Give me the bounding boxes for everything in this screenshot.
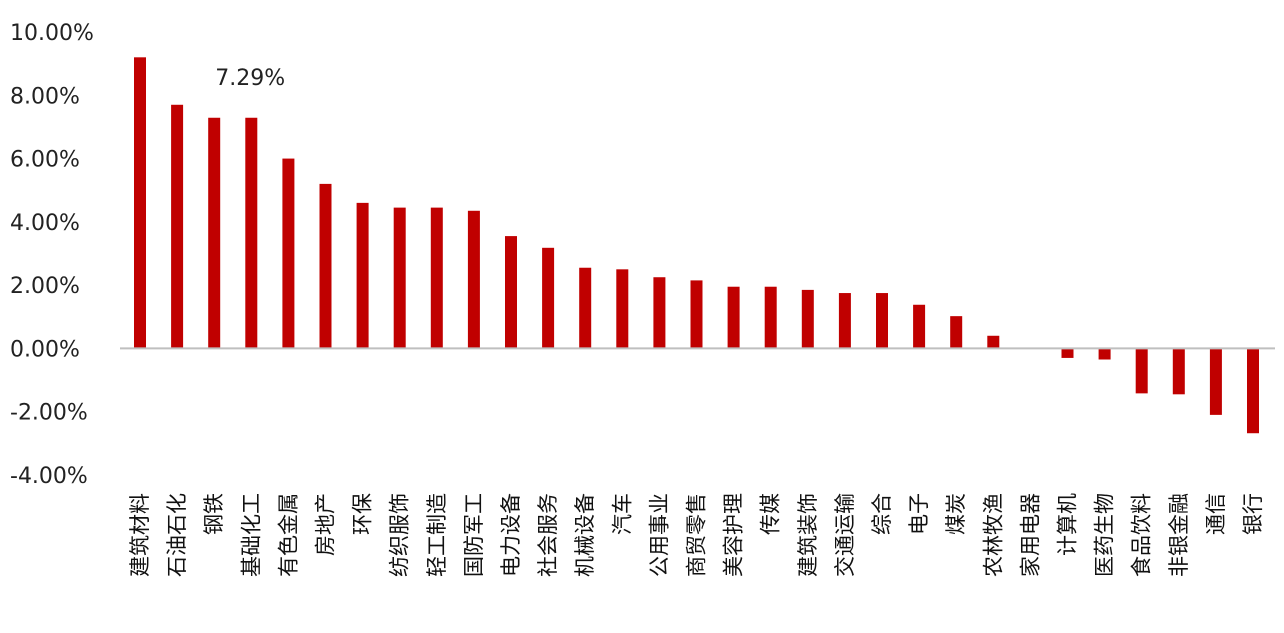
bar [913, 304, 926, 349]
x-tick-label: 钢铁 [202, 493, 226, 535]
x-tick-label: 基础化工 [239, 493, 263, 577]
x-tick-label: 电子 [907, 493, 931, 535]
bar [579, 267, 592, 349]
bar [319, 183, 332, 349]
bar [245, 117, 258, 349]
bars [134, 57, 1259, 434]
x-tick-label: 非银金融 [1167, 493, 1191, 577]
x-tick-label: 综合 [870, 493, 894, 535]
x-tick-label: 美容护理 [722, 493, 746, 577]
bar [801, 289, 814, 349]
x-tick-label: 农林牧渔 [981, 493, 1005, 577]
x-tick-label: 环保 [351, 493, 375, 535]
bar [616, 269, 629, 349]
y-axis: 10.00% 8.00% 6.00% 4.00% 2.00% 0.00% -2.00% -4.… [10, 21, 94, 489]
y-tick-label: 8.00% [10, 84, 80, 109]
x-tick-label: 商贸零售 [685, 493, 709, 577]
x-tick-label: 轻工制造 [425, 493, 449, 577]
bar [987, 335, 1000, 349]
bar [542, 247, 555, 349]
bar [1247, 348, 1259, 434]
x-tick-label: 计算机 [1056, 493, 1080, 556]
bar [1061, 348, 1074, 358]
x-tick-label: 公用事业 [647, 493, 671, 577]
x-tick-label: 银行 [1241, 493, 1265, 535]
data-labels: 7.29% [215, 66, 285, 91]
x-tick-label: 纺织服饰 [388, 493, 412, 577]
bar [950, 316, 963, 349]
bar [356, 202, 369, 349]
y-tick-label: 10.00% [10, 21, 94, 46]
bar [1098, 348, 1111, 360]
bar [1172, 348, 1185, 395]
bar [653, 277, 666, 349]
data-label: 7.29% [215, 66, 285, 91]
bar [208, 117, 221, 349]
y-tick-label: 2.00% [10, 274, 80, 299]
y-tick-label: -2.00% [10, 401, 88, 426]
y-tick-label: -4.00% [10, 464, 88, 489]
x-tick-label: 汽车 [610, 493, 634, 535]
x-tick-label: 传媒 [759, 493, 783, 535]
bar [690, 280, 703, 349]
bar [727, 286, 740, 349]
bar [282, 158, 295, 349]
x-tick-label: 家用电器 [1018, 493, 1042, 577]
x-tick-label: 建筑材料 [128, 493, 152, 577]
x-tick-label: 机械设备 [573, 493, 597, 577]
y-tick-label: 0.00% [10, 337, 80, 362]
x-tick-label: 食品饮料 [1130, 493, 1154, 577]
bar [505, 236, 517, 349]
bar [393, 207, 406, 349]
x-tick-label: 国防军工 [462, 493, 486, 577]
bar [838, 293, 851, 349]
bar [171, 104, 184, 349]
x-tick-label: 电力设备 [499, 493, 523, 577]
bar [764, 286, 777, 349]
x-tick-label: 交通运输 [833, 493, 857, 577]
x-tick-label: 社会服务 [536, 493, 560, 577]
x-axis: 建筑材料 石油石化 钢铁 基础化工 有色金属 房地产 环保 纺织服饰 轻工制造 国防军工 电力设备社… [128, 493, 1265, 577]
y-tick-label: 6.00% [10, 148, 80, 173]
x-tick-label: 有色金属 [276, 493, 300, 577]
bar [876, 293, 888, 349]
x-tick-label: 煤炭 [944, 493, 968, 535]
bar [1135, 348, 1148, 394]
x-tick-label: 建筑装饰 [796, 493, 820, 577]
x-tick-label: 通信 [1204, 493, 1228, 535]
bar [1209, 348, 1222, 415]
x-tick-label: 医药生物 [1093, 493, 1117, 577]
y-tick-label: 4.00% [10, 211, 80, 236]
x-tick-label: 房地产 [314, 493, 338, 556]
bar [467, 210, 480, 349]
bar [430, 207, 443, 349]
x-tick-label: 石油石化 [165, 493, 189, 577]
bar [134, 57, 146, 349]
